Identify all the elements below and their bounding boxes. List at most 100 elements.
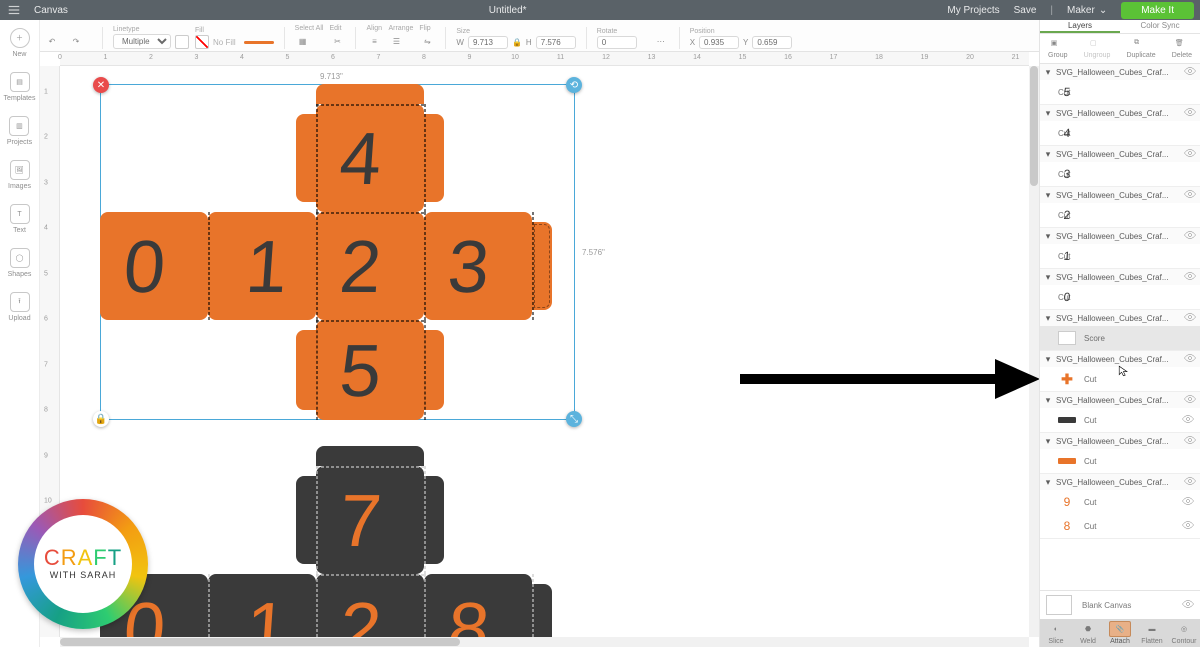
canvas-swatch[interactable] <box>1046 595 1072 615</box>
x-input[interactable] <box>699 36 739 49</box>
app-bar: Canvas Untitled* My Projects Save | Make… <box>0 0 1200 20</box>
menu-icon[interactable] <box>0 3 28 17</box>
linetype-label: Linetype <box>113 26 189 33</box>
layer-group-header[interactable]: ▾ SVG_Halloween_Cubes_Craf... <box>1040 64 1200 80</box>
more-icon[interactable]: ⋯ <box>653 33 669 49</box>
layer-row[interactable]: 5Cut <box>1040 80 1200 104</box>
slice-button[interactable]: ◐Slice <box>1043 621 1069 645</box>
arrange-label: Arrange <box>388 25 413 32</box>
nav-text[interactable]: TText <box>10 204 30 234</box>
layer-row-score[interactable]: Score <box>1040 326 1200 350</box>
fill-swatch[interactable] <box>195 35 209 49</box>
tab-layers[interactable]: Layers <box>1040 20 1120 33</box>
eye-icon[interactable] <box>1184 65 1196 79</box>
flatten-button[interactable]: ▬Flatten <box>1139 621 1165 645</box>
eye-icon[interactable] <box>1184 188 1196 202</box>
eye-icon[interactable] <box>1184 352 1196 366</box>
select-all-label: Select All <box>295 25 324 32</box>
ungroup-button[interactable]: ▢Ungroup <box>1084 39 1111 59</box>
edit-button[interactable]: ✂ <box>329 33 345 49</box>
fill-label: Fill <box>195 27 274 34</box>
layer-row[interactable]: 8Cut <box>1040 514 1200 538</box>
y-input[interactable] <box>752 36 792 49</box>
y-label: Y <box>743 38 748 47</box>
eye-icon[interactable] <box>1184 434 1196 448</box>
layer-row[interactable]: 3Cut <box>1040 162 1200 186</box>
caret-down-icon: ▾ <box>1044 354 1052 365</box>
nav-projects[interactable]: ▥Projects <box>7 116 32 146</box>
contour-button[interactable]: ◎Contour <box>1171 621 1197 645</box>
canvas-area[interactable]: ✕ ⟲ 🔒 ⤡ 9.713" 7.576" <box>60 66 1029 637</box>
undo-button[interactable]: ↶ <box>44 33 60 49</box>
tab-color-sync[interactable]: Color Sync <box>1120 20 1200 33</box>
eye-icon[interactable] <box>1184 147 1196 161</box>
fill-color-icon[interactable] <box>244 41 274 44</box>
lock-icon[interactable]: 🔒 <box>512 38 522 47</box>
blank-canvas-label: Blank Canvas <box>1082 601 1131 610</box>
duplicate-button[interactable]: ⧉Duplicate <box>1126 39 1155 59</box>
save-link[interactable]: Save <box>1014 5 1037 16</box>
machine-selector[interactable]: Maker ⌄ <box>1067 5 1107 16</box>
make-it-button[interactable]: Make It <box>1121 2 1194 19</box>
face2-8: 8 <box>445 586 492 637</box>
caret-down-icon: ▾ <box>1044 149 1052 160</box>
layer-group-header[interactable]: ▾ SVG_Halloween_Cubes_Craf... <box>1040 187 1200 203</box>
layer-group-header[interactable]: ▾ SVG_Halloween_Cubes_Craf... <box>1040 433 1200 449</box>
document-title[interactable]: Untitled* <box>68 5 947 16</box>
layer-group-header[interactable]: ▾ SVG_Halloween_Cubes_Craf... <box>1040 269 1200 285</box>
eye-icon[interactable] <box>1184 311 1196 325</box>
cube-net-orange[interactable]: 0 1 2 3 4 5 <box>100 84 575 420</box>
height-input[interactable] <box>536 36 576 49</box>
layer-row[interactable]: Cut <box>1040 449 1200 473</box>
layer-row[interactable]: 1Cut <box>1040 244 1200 268</box>
vertical-scrollbar[interactable] <box>1029 66 1039 637</box>
eye-icon[interactable] <box>1182 519 1194 533</box>
nav-new[interactable]: ＋New <box>10 28 30 58</box>
caret-down-icon: ▾ <box>1044 477 1052 488</box>
selection-width-label: 9.713" <box>320 72 343 81</box>
layer-group-header[interactable]: ▾ SVG_Halloween_Cubes_Craf... <box>1040 105 1200 121</box>
layer-row[interactable]: 0Cut <box>1040 285 1200 309</box>
delete-button[interactable]: 🗑Delete <box>1172 39 1192 59</box>
layer-group-header[interactable]: ▾ SVG_Halloween_Cubes_Craf... <box>1040 228 1200 244</box>
eye-icon[interactable] <box>1184 393 1196 407</box>
layer-row[interactable]: Cut <box>1040 408 1200 432</box>
group-button[interactable]: ▣Group <box>1048 39 1067 59</box>
redo-button[interactable]: ↷ <box>68 33 84 49</box>
ruler-horizontal: 0123456789101112131415161718192021 <box>60 52 1029 66</box>
align-button[interactable]: ≡ <box>366 33 382 49</box>
canvas-eye-icon[interactable] <box>1182 598 1194 612</box>
nav-images[interactable]: 🖼Images <box>8 160 31 190</box>
nav-shapes[interactable]: ◯Shapes <box>8 248 32 278</box>
layer-row[interactable]: 4Cut <box>1040 121 1200 145</box>
eye-icon[interactable] <box>1182 413 1194 427</box>
linetype-select[interactable]: Multiple <box>113 34 171 49</box>
attach-button[interactable]: 📎Attach <box>1107 621 1133 645</box>
layer-group-header[interactable]: ▾ SVG_Halloween_Cubes_Craf... <box>1040 392 1200 408</box>
nav-upload[interactable]: ⭱Upload <box>8 292 30 322</box>
canvas-color-row[interactable]: Blank Canvas <box>1040 590 1200 619</box>
rotate-input[interactable] <box>597 36 637 49</box>
eye-icon[interactable] <box>1184 229 1196 243</box>
width-input[interactable] <box>468 36 508 49</box>
eye-icon[interactable] <box>1184 106 1196 120</box>
layer-group-header[interactable]: ▾ SVG_Halloween_Cubes_Craf... <box>1040 474 1200 490</box>
cube-net-dark[interactable]: 0 1 2 8 7 <box>100 446 575 637</box>
layer-group-header[interactable]: ▾ SVG_Halloween_Cubes_Craf... <box>1040 310 1200 326</box>
arrange-button[interactable]: ☰ <box>388 33 404 49</box>
align-label: Align <box>366 25 382 32</box>
h-label: H <box>526 38 532 47</box>
select-all-button[interactable]: ▦ <box>295 33 311 49</box>
layer-row[interactable]: 2Cut <box>1040 203 1200 227</box>
horizontal-scrollbar[interactable] <box>60 637 1029 647</box>
eye-icon[interactable] <box>1184 475 1196 489</box>
nav-templates[interactable]: ▤Templates <box>4 72 36 102</box>
linetype-swatch[interactable] <box>175 35 189 49</box>
layer-group-header[interactable]: ▾ SVG_Halloween_Cubes_Craf... <box>1040 146 1200 162</box>
eye-icon[interactable] <box>1184 270 1196 284</box>
eye-icon[interactable] <box>1182 495 1194 509</box>
weld-button[interactable]: ⬣Weld <box>1075 621 1101 645</box>
layer-row[interactable]: 9Cut <box>1040 490 1200 514</box>
flip-button[interactable]: ⇋ <box>419 33 435 49</box>
my-projects-link[interactable]: My Projects <box>947 5 999 16</box>
